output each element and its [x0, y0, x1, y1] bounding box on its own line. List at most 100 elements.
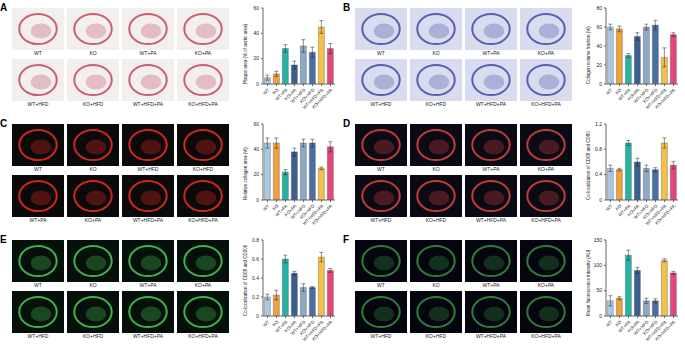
svg-text:WT+HFD: WT+HFD [289, 87, 307, 105]
svg-text:20: 20 [253, 171, 259, 177]
svg-text:KO+HFD+PA: KO+HFD+PA [654, 203, 676, 225]
svg-text:WT+PA: WT+PA [274, 203, 289, 218]
html-text:KO+PA: KO+PA [194, 50, 212, 56]
svg-text:0.8: 0.8 [252, 237, 259, 243]
svg-text:KO+PA: KO+PA [283, 87, 298, 102]
svg-text:0: 0 [599, 197, 602, 203]
svg-text:20: 20 [596, 62, 602, 68]
html-text:WT: WT [377, 50, 385, 56]
svg-text:Co-localization of CD68 and CD: Co-localization of CD68 and CD206 [243, 244, 248, 316]
svg-text:WT: WT [605, 203, 614, 212]
svg-text:KO: KO [271, 203, 280, 212]
html-text:KO+HFD: KO+HFD [82, 101, 104, 107]
svg-text:0.4: 0.4 [595, 171, 602, 177]
svg-text:Relative collagen area (%): Relative collagen area (%) [243, 147, 248, 200]
svg-text:WT: WT [262, 87, 271, 96]
html-text:F: F [343, 234, 350, 245]
svg-text:WT+HFD+PA: WT+HFD+PA [644, 203, 668, 227]
html-text:KO+HFD: KO+HFD [425, 101, 447, 107]
html-text:KO+PA: KO+PA [537, 50, 555, 56]
svg-text:Co-localization of CD68 and CD: Co-localization of CD68 and CD80 [586, 131, 591, 200]
html-text:A: A [0, 2, 8, 13]
svg-text:WT+HFD: WT+HFD [632, 87, 650, 105]
html-text:B: B [343, 2, 351, 13]
svg-text:WT+PA: WT+PA [617, 87, 632, 102]
svg-text:0: 0 [599, 81, 602, 87]
svg-text:WT+PA: WT+PA [617, 203, 632, 218]
html-text:WT: WT [34, 50, 42, 56]
svg-text:0: 0 [599, 313, 602, 319]
svg-text:100: 100 [594, 262, 603, 268]
svg-text:KO+HFD: KO+HFD [641, 203, 659, 220]
svg-text:0: 0 [256, 313, 259, 319]
html-text:KO: KO [89, 50, 97, 56]
svg-text:20: 20 [253, 55, 259, 61]
svg-text:0.8: 0.8 [595, 146, 602, 152]
svg-text:60: 60 [253, 121, 259, 127]
svg-text:KO+HFD: KO+HFD [641, 319, 659, 336]
svg-text:WT+HFD: WT+HFD [289, 203, 307, 221]
svg-text:WT+HFD+PA: WT+HFD+PA [644, 319, 668, 343]
svg-text:WT: WT [262, 319, 271, 328]
svg-text:WT: WT [605, 87, 614, 96]
html-text:KO+HFD+PA: KO+HFD+PA [188, 101, 218, 107]
svg-text:WT+HFD+PA: WT+HFD+PA [301, 87, 325, 111]
svg-text:KO+PA: KO+PA [626, 87, 641, 102]
svg-text:50: 50 [596, 287, 602, 293]
svg-text:KO: KO [614, 87, 623, 96]
svg-text:KO+PA: KO+PA [626, 319, 641, 334]
svg-text:KO+HFD+PA: KO+HFD+PA [654, 87, 676, 109]
svg-text:0: 0 [256, 81, 259, 87]
svg-text:Mean fluorescence intensity (A: Mean fluorescence intensity (AU) [586, 249, 591, 316]
svg-text:Plaque area (% of aortic area): Plaque area (% of aortic area) [243, 23, 248, 84]
html-text:WT+PA: WT+PA [139, 50, 157, 56]
svg-text:WT+PA: WT+PA [274, 319, 289, 334]
svg-text:40: 40 [253, 146, 259, 152]
svg-text:KO+HFD+PA: KO+HFD+PA [311, 87, 333, 109]
html-text:E: E [0, 234, 7, 245]
svg-text:KO+HFD: KO+HFD [298, 87, 316, 104]
svg-text:0.6: 0.6 [252, 256, 259, 262]
html-text:WT+HFD: WT+HFD [370, 101, 392, 107]
svg-text:WT: WT [605, 319, 614, 328]
svg-text:WT+HFD+PA: WT+HFD+PA [301, 203, 325, 227]
html-text:WT+PA: WT+PA [482, 50, 500, 56]
svg-text:WT+HFD: WT+HFD [289, 319, 307, 337]
svg-text:KO: KO [614, 203, 623, 212]
svg-text:80: 80 [596, 5, 602, 11]
svg-text:KO: KO [271, 319, 280, 328]
html-text:C: C [0, 118, 8, 129]
svg-text:WT+HFD: WT+HFD [632, 203, 650, 221]
svg-text:1.2: 1.2 [595, 121, 602, 127]
svg-text:40: 40 [253, 30, 259, 36]
svg-text:WT: WT [262, 203, 271, 212]
svg-text:150: 150 [594, 237, 603, 243]
html-text:D: D [343, 118, 351, 129]
svg-text:60: 60 [253, 5, 259, 11]
svg-text:WT+HFD: WT+HFD [632, 319, 650, 337]
svg-text:KO+PA: KO+PA [626, 203, 641, 218]
svg-text:Collagen volume fraction (%): Collagen volume fraction (%) [586, 26, 591, 84]
svg-text:KO+HFD+PA: KO+HFD+PA [311, 319, 333, 341]
svg-text:0.4: 0.4 [252, 275, 259, 281]
svg-text:KO+PA: KO+PA [283, 319, 298, 334]
svg-text:KO: KO [614, 319, 623, 328]
svg-text:WT+HFD+PA: WT+HFD+PA [301, 319, 325, 343]
svg-text:60: 60 [596, 24, 602, 30]
svg-text:0: 0 [256, 197, 259, 203]
svg-text:KO: KO [271, 87, 280, 96]
svg-text:WT+HFD+PA: WT+HFD+PA [644, 87, 668, 111]
svg-text:KO+HFD: KO+HFD [298, 319, 316, 336]
svg-text:0.2: 0.2 [252, 294, 259, 300]
svg-text:KO+HFD+PA: KO+HFD+PA [311, 203, 333, 225]
html-text:WT+HFD+PA: WT+HFD+PA [132, 101, 164, 107]
svg-text:WT+PA: WT+PA [274, 87, 289, 102]
svg-text:KO+HFD: KO+HFD [641, 87, 659, 104]
svg-text:KO+HFD: KO+HFD [298, 203, 316, 220]
html-text:WT+HFD: WT+HFD [27, 101, 49, 107]
svg-text:WT+PA: WT+PA [617, 319, 632, 334]
svg-text:KO+PA: KO+PA [283, 203, 298, 218]
svg-text:40: 40 [596, 43, 602, 49]
html-text:KO: KO [432, 50, 440, 56]
svg-text:KO+HFD+PA: KO+HFD+PA [654, 319, 676, 341]
